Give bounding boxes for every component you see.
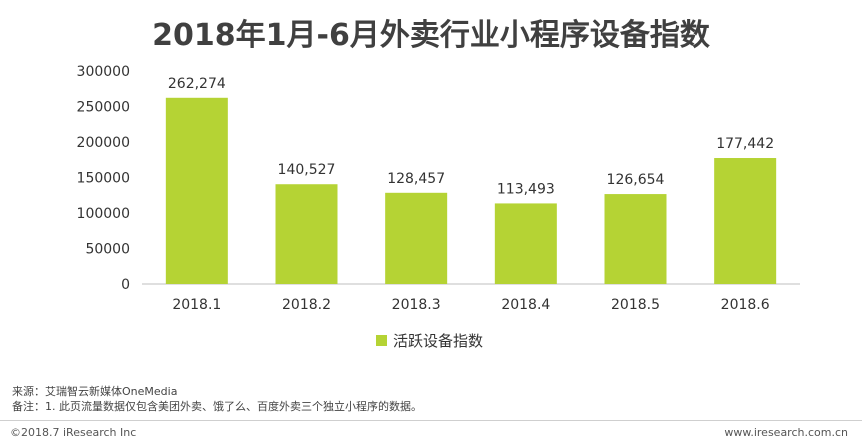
legend-swatch — [376, 335, 387, 346]
chart-title: 2018年1月-6月外卖行业小程序设备指数 — [152, 18, 710, 53]
data-label: 128,457 — [387, 171, 445, 187]
x-tick-label: 2018.3 — [392, 297, 441, 313]
legend-label: 活跃设备指数 — [393, 332, 484, 350]
data-label: 177,442 — [716, 136, 774, 152]
y-tick-label: 250000 — [77, 100, 130, 116]
bar-chart: 0 50000 100000 150000 200000 250000 300000 262,… — [77, 64, 800, 313]
y-tick-label: 150000 — [77, 171, 130, 187]
y-tick-label: 200000 — [77, 135, 130, 151]
bar — [494, 203, 557, 284]
x-tick-label: 2018.4 — [501, 297, 550, 313]
bar — [714, 158, 777, 284]
x-tick-label: 2018.5 — [611, 297, 660, 313]
data-label: 113,493 — [497, 181, 555, 197]
bar — [275, 184, 338, 284]
website-text: www.iresearch.com.cn — [724, 426, 848, 439]
x-tick-label: 2018.2 — [282, 297, 331, 313]
footer-divider — [0, 420, 862, 421]
source-text: 来源：艾瑞智云新媒体OneMedia — [12, 385, 178, 398]
data-label: 140,527 — [278, 162, 336, 178]
y-tick-label: 50000 — [85, 242, 130, 258]
note-text: 备注：1. 此页流量数据仅包含美团外卖、饿了么、百度外卖三个独立小程序的数据。 — [12, 400, 422, 413]
bar — [385, 192, 448, 284]
copyright-text: ©2018.7 iResearch Inc — [10, 426, 137, 439]
data-label: 126,654 — [607, 172, 665, 188]
y-tick-label: 0 — [121, 277, 130, 293]
bar — [165, 97, 228, 284]
data-label: 262,274 — [168, 76, 226, 92]
bar — [604, 194, 667, 284]
y-tick-label: 300000 — [77, 64, 130, 80]
y-tick-label: 100000 — [77, 206, 130, 222]
x-tick-label: 2018.6 — [721, 297, 770, 313]
legend: 活跃设备指数 — [376, 330, 483, 351]
x-tick-label: 2018.1 — [172, 297, 221, 313]
